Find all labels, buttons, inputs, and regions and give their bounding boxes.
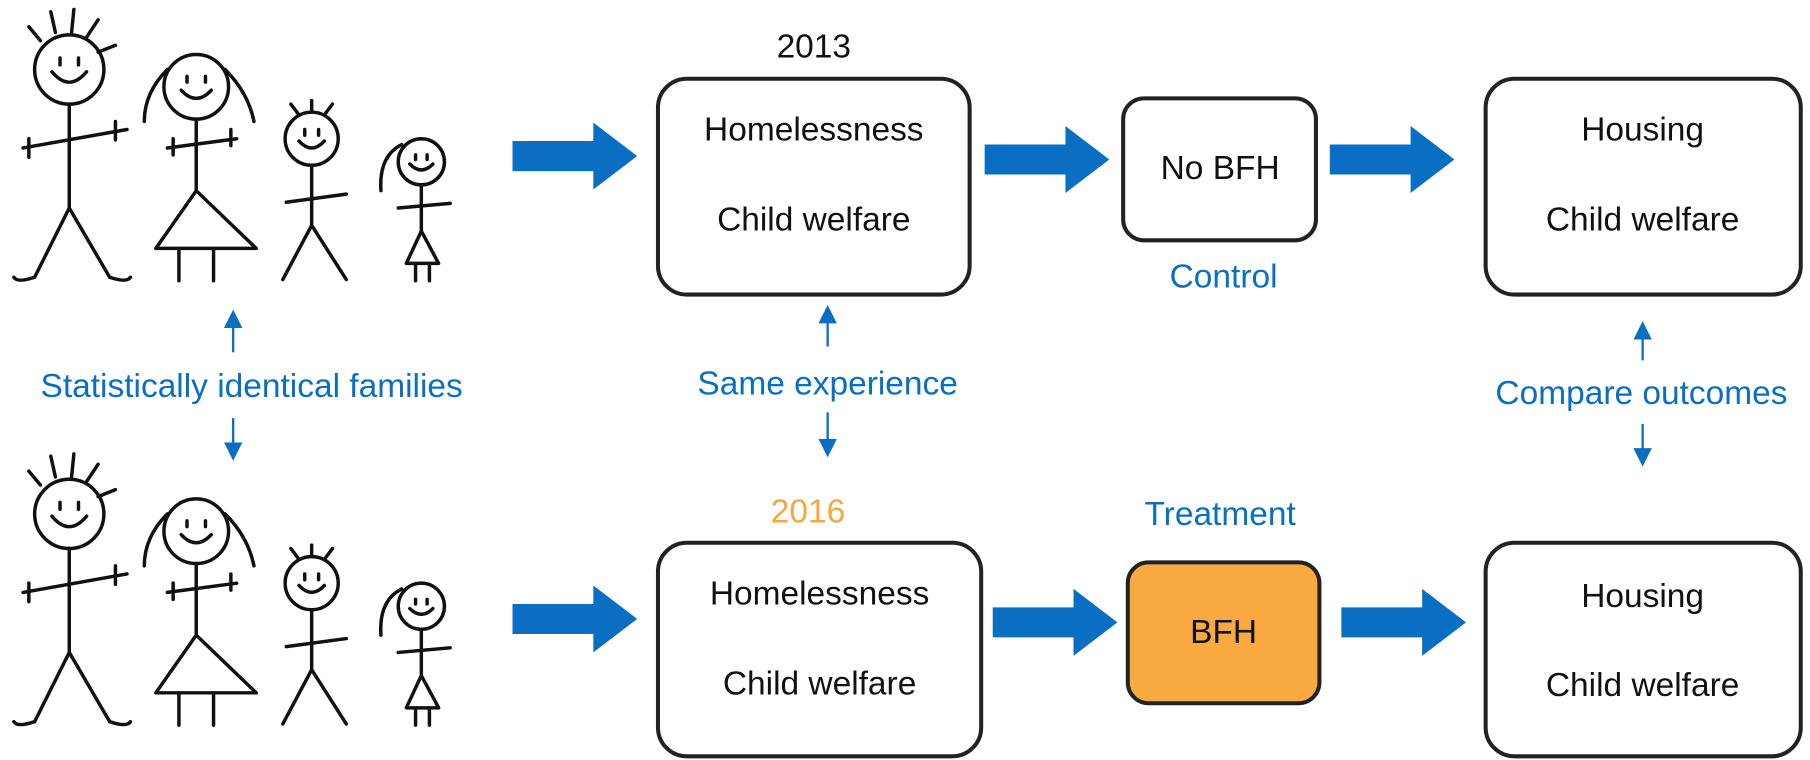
annotation: Statistically identical families [41, 368, 463, 405]
box-line: Child welfare [717, 202, 910, 239]
family-bottom [12, 452, 452, 727]
group-label: Control [1170, 258, 1278, 295]
intervention: No BFH [1161, 150, 1280, 187]
box-line: Homelessness [704, 112, 924, 149]
baseline-box [655, 76, 972, 297]
outcome-line: Housing [1581, 112, 1704, 149]
intervention-box [1121, 96, 1318, 243]
year: 2013 [777, 29, 851, 66]
outcome-box [1483, 540, 1803, 759]
group-label: Treatment [1144, 496, 1296, 533]
annotation: Compare outcomes [1495, 375, 1787, 412]
box-line: Homelessness [710, 576, 929, 613]
annotation: Same experience [697, 366, 957, 403]
family-top [12, 7, 452, 283]
baseline-box [655, 540, 984, 759]
outcome-box [1483, 76, 1803, 297]
outcome-line: Child welfare [1546, 667, 1739, 704]
intervention: BFH [1190, 614, 1257, 651]
box-line: Child welfare [723, 666, 916, 703]
outcome-line: Child welfare [1546, 202, 1739, 239]
outcome-line: Housing [1581, 578, 1704, 615]
year: 2016 [771, 494, 845, 531]
flow-arrows [512, 122, 1467, 656]
intervention-box [1125, 560, 1322, 706]
compare-arrows [223, 304, 1652, 467]
